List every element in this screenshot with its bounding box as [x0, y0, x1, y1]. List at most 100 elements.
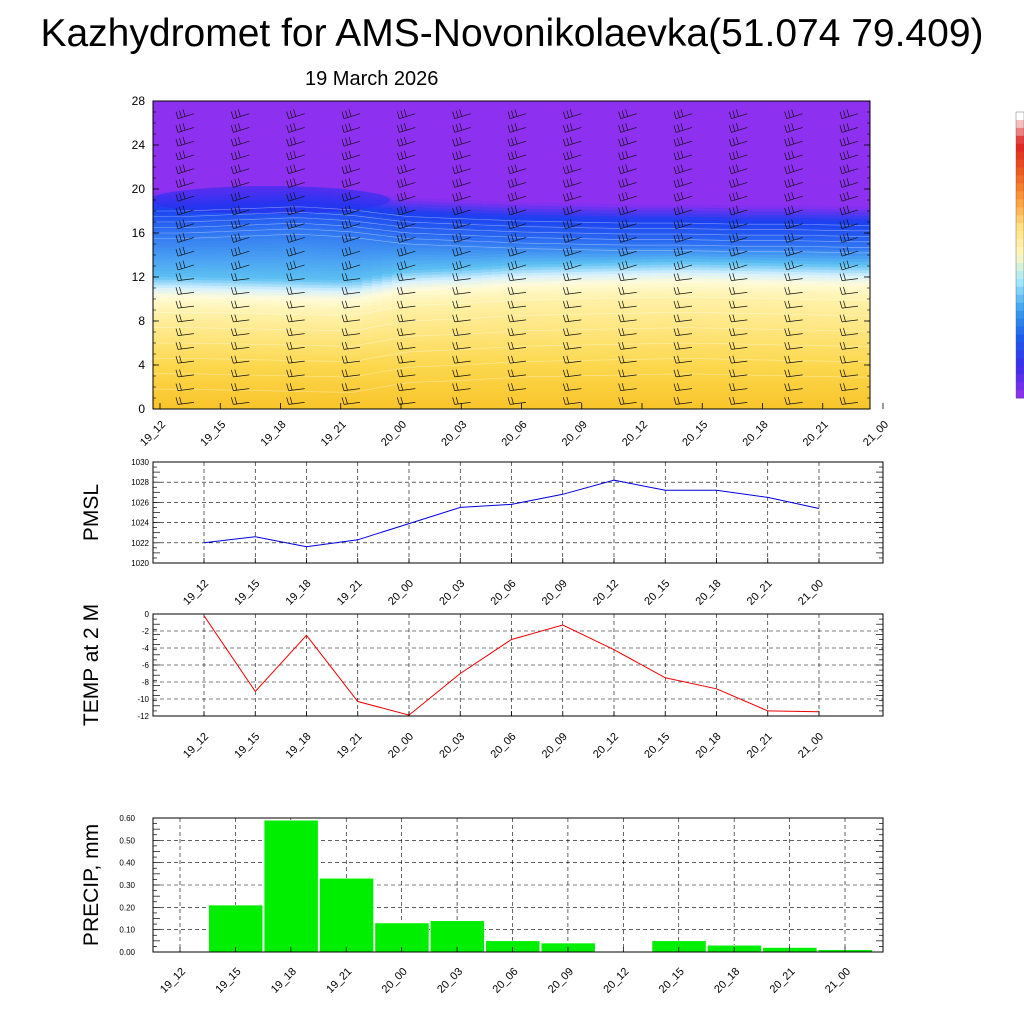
pmsl-xtick: 20_21: [745, 578, 775, 608]
colorbar-segment: [1016, 183, 1024, 192]
cross-section-xtick: 20_03: [439, 419, 469, 449]
temp-xtick: 20_21: [745, 731, 775, 761]
page-subtitle: 19 March 2026: [305, 68, 439, 90]
page-title: Kazhydromet for AMS-Novonikolaevka(51.07…: [40, 12, 984, 55]
cross-section-ytick: 16: [132, 226, 146, 240]
cross-section-ytick: 8: [138, 314, 145, 328]
pmsl-ytick: 1024: [131, 519, 149, 528]
temp-xtick: 20_12: [591, 731, 621, 761]
pmsl-ytick: 1030: [131, 458, 149, 467]
colorbar-segment: [1016, 374, 1024, 383]
colorbar-segment: [1016, 255, 1024, 264]
temp-xtick: 20_03: [437, 731, 467, 761]
precip-bar: [208, 904, 263, 953]
temp-ytick: -10: [137, 695, 149, 704]
cross-section-ytick: 24: [132, 138, 146, 152]
cross-section-xtick: 20_12: [620, 419, 650, 449]
cross-section-ytick: 28: [132, 94, 146, 108]
colorbar-segment: [1016, 175, 1024, 184]
pmsl-chart: 1020 1022 1024 1026 1028 1030 19_12 19_15 19_18 1…: [80, 458, 884, 608]
precip-xtick: 20_18: [712, 966, 742, 996]
colorbar-segment: [1016, 326, 1024, 335]
temp-ytick: -6: [142, 661, 150, 670]
colorbar-segment: [1016, 262, 1024, 272]
pmsl-xtick: 20_06: [489, 578, 519, 608]
precip-xtick: 19_15: [213, 966, 243, 996]
temp-ylabel: TEMP at 2 M: [80, 604, 103, 726]
temp-xtick: 19_18: [284, 731, 314, 761]
precip-bar: [319, 878, 374, 953]
pmsl-line: [203, 479, 820, 548]
colorbar: [1015, 111, 1024, 399]
precip-xtick: 20_15: [657, 966, 687, 996]
cross-section-xtick: 19_15: [198, 419, 228, 449]
cross-section-xtick: 20_21: [801, 419, 831, 449]
temperature-chart: 0 -2 -4 -6 -8 -10 -12 19_12 19_15 19_18 19_21 20_00…: [80, 604, 884, 761]
cross-section-xtick: 20_18: [741, 419, 771, 449]
cross-section-xtick: 20_09: [560, 419, 590, 449]
precip-xtick: 20_09: [546, 966, 576, 996]
colorbar-segment: [1016, 223, 1024, 232]
cross-section-ytick: 0: [138, 402, 145, 416]
colorbar-segment: [1016, 112, 1024, 121]
pmsl-xtick: 19_15: [232, 578, 262, 608]
cross-section-xtick: 21_00: [861, 419, 891, 449]
pmsl-xtick: 20_00: [386, 578, 416, 608]
precip-ytick: 0.10: [119, 926, 135, 935]
temp-ytick: -12: [137, 712, 149, 721]
precip-ytick: 0.50: [119, 836, 135, 845]
colorbar-segment: [1016, 334, 1024, 343]
colorbar-segment: [1016, 270, 1024, 280]
colorbar-segment: [1016, 135, 1024, 145]
cross-section-xtick: 20_06: [500, 419, 530, 449]
temp-ytick: 0: [145, 610, 150, 619]
colorbar-segment: [1016, 159, 1024, 169]
cross-section-ytick: 12: [132, 270, 146, 284]
precip-xtick: 19_12: [158, 966, 188, 996]
colorbar-segment: [1016, 366, 1024, 375]
colorbar-segment: [1016, 239, 1024, 248]
temp-xtick: 19_15: [232, 731, 262, 761]
cross-section-xtick: 19_21: [319, 419, 349, 449]
pmsl-ytick: 1022: [131, 539, 149, 548]
precip-ytick: 0.40: [119, 859, 135, 868]
temp-ytick: -2: [142, 627, 150, 636]
precip-xtick: 19_18: [269, 966, 299, 996]
colorbar-segment: [1016, 294, 1024, 304]
colorbar-segment: [1016, 247, 1024, 256]
precip-bar: [263, 819, 319, 953]
precip-ytick: 0.00: [119, 948, 135, 957]
colorbar-segment: [1016, 127, 1024, 137]
colorbar-segment: [1016, 358, 1024, 367]
colorbar-segment: [1016, 286, 1024, 296]
precip-xtick: 20_12: [601, 966, 631, 996]
colorbar-segment: [1016, 207, 1024, 216]
colorbar-segment: [1016, 231, 1024, 240]
precip-bar: [430, 920, 485, 953]
colorbar-segment: [1016, 350, 1024, 359]
cross-section-chart: 0 4 8 12 16 20 24 28 19_12 19_15 19_18 19_21 20_00 20…: [132, 94, 891, 449]
temp-xtick: 20_06: [489, 731, 519, 761]
temp-ytick: -8: [142, 678, 150, 687]
pmsl-ytick: 1020: [131, 559, 149, 568]
cross-section-ytick: 20: [132, 182, 146, 196]
temp-xtick: 20_00: [386, 731, 416, 761]
cross-section-xtick: 19_12: [138, 419, 168, 449]
temp-xtick: 19_21: [335, 731, 365, 761]
precip-xtick: 20_03: [435, 966, 465, 996]
colorbar-segment: [1016, 318, 1024, 327]
colorbar-segment: [1016, 119, 1024, 129]
precip-xtick: 20_21: [768, 966, 798, 996]
cross-section-xtick: 20_00: [379, 419, 409, 449]
temp-xtick: 20_15: [642, 731, 672, 761]
pmsl-xtick: 19_18: [284, 578, 314, 608]
pmsl-xtick: 20_09: [540, 578, 570, 608]
precip-ylabel: PRECIP, mm: [80, 824, 103, 946]
cross-section-xtick: 19_18: [259, 419, 289, 449]
pmsl-xtick: 20_15: [642, 578, 672, 608]
colorbar-segment: [1016, 342, 1024, 351]
pmsl-xtick: 20_03: [437, 578, 467, 608]
pmsl-xtick: 20_18: [694, 578, 724, 608]
temp-xtick: 21_00: [796, 731, 826, 761]
